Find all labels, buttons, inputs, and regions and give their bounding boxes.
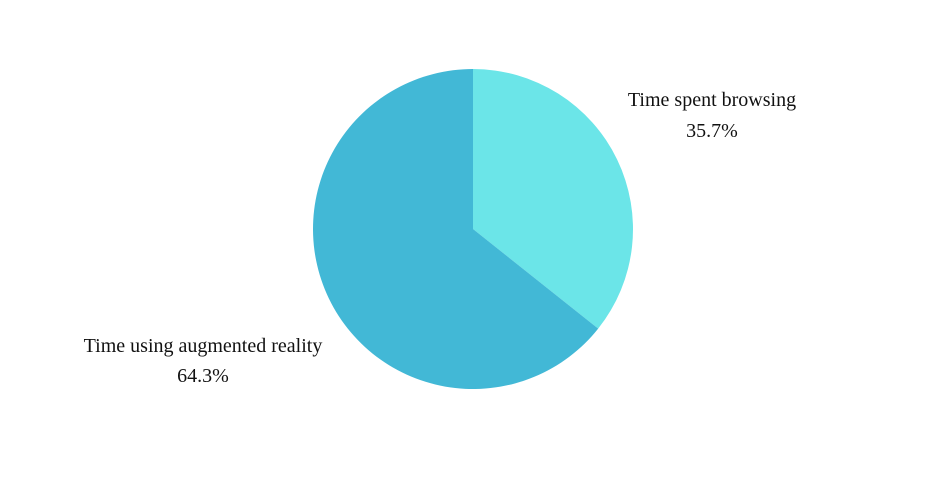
pie-slice-browsing: [473, 69, 634, 329]
slice-label-augmented-reality-value: 64.3%: [177, 365, 229, 387]
slice-label-augmented-reality-name: Time using augmented reality: [84, 335, 323, 357]
slice-label-browsing-name: Time spent browsing: [628, 89, 796, 111]
pie-slice-augmented-reality: [313, 69, 599, 389]
slice-label-browsing-value: 35.7%: [686, 120, 738, 142]
slice-label-group-augmented-reality: Time using augmented reality 64.3%: [84, 335, 323, 387]
pie-slices: [313, 69, 634, 389]
slice-label-group-browsing: Time spent browsing 35.7%: [628, 89, 796, 142]
